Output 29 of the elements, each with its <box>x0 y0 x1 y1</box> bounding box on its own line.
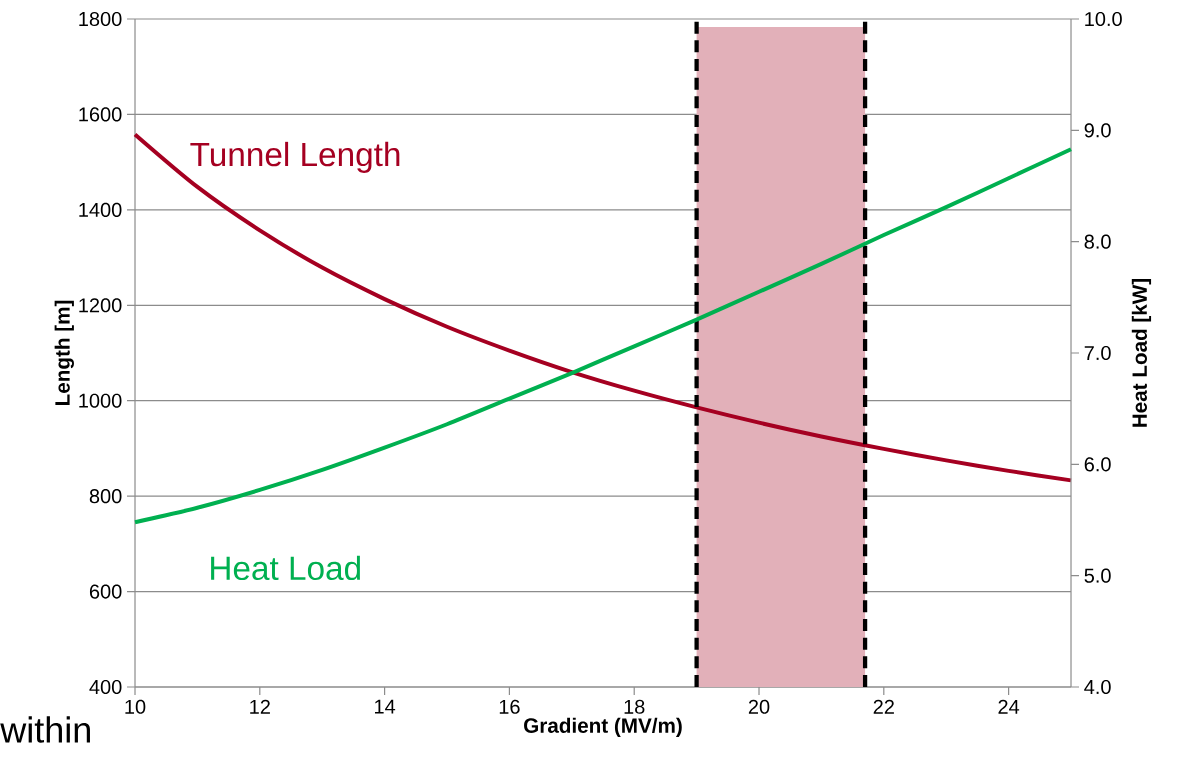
y-tick-label: 1000 <box>79 393 122 408</box>
y2-tick-label: 9.0 <box>1084 123 1111 138</box>
y-tick-label: 600 <box>89 584 122 599</box>
y-tick-label: 1600 <box>79 107 122 122</box>
y2-tick-label: 7.0 <box>1084 345 1111 361</box>
y2-tick-label: 5.0 <box>1084 568 1111 583</box>
y2-tick-label: 6.0 <box>1084 457 1111 472</box>
x-tick-label: 14 <box>375 699 396 714</box>
y-axis-title: Length [m] <box>54 300 74 405</box>
x-tick-label: 16 <box>499 699 520 714</box>
series-label: Tunnel Length <box>190 141 400 173</box>
y2-tick-label: 8.0 <box>1084 234 1111 249</box>
x-tick-label: 22 <box>873 699 894 714</box>
y2-tick-label: 4.0 <box>1084 679 1111 695</box>
x-axis-title: Gradient (MV/m) <box>524 717 682 737</box>
x-tick-label: 24 <box>998 699 1020 714</box>
y-tick-label: 1200 <box>79 298 122 313</box>
series-label: Heat Load <box>211 555 360 581</box>
y-tick-label: 800 <box>89 489 122 504</box>
y2-tick-label: 10.0 <box>1085 11 1122 27</box>
x-tick-label: 10 <box>125 699 146 714</box>
x-tick-label: 12 <box>250 699 270 714</box>
x-tick-label: 18 <box>624 699 645 714</box>
y-tick-label: 1400 <box>79 202 122 217</box>
y-tick-label: 1800 <box>79 11 122 27</box>
text: within <box>0 716 90 743</box>
y-tick-label: 400 <box>89 679 122 695</box>
y2-axis-title: Heat Load [kW] <box>1131 278 1152 427</box>
x-tick-label: 20 <box>748 699 770 714</box>
